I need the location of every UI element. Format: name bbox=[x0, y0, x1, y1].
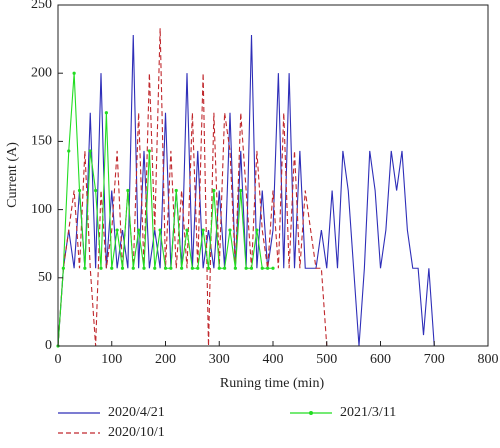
series-marker bbox=[126, 188, 130, 193]
x-tick-label: 400 bbox=[263, 352, 284, 367]
series-marker bbox=[120, 266, 125, 270]
x-tick-label: 300 bbox=[209, 352, 230, 367]
y-tick-label: 150 bbox=[31, 134, 52, 149]
series-marker bbox=[94, 188, 98, 193]
series-marker bbox=[190, 266, 194, 270]
series-marker bbox=[212, 188, 216, 193]
x-tick-label: 200 bbox=[155, 352, 176, 367]
plot-frame bbox=[57, 4, 489, 347]
y-tick-label: 50 bbox=[38, 270, 52, 285]
series-marker bbox=[147, 149, 151, 153]
series-marker bbox=[266, 266, 270, 270]
y-tick-label: 100 bbox=[31, 202, 52, 217]
y-tick-label: 200 bbox=[31, 65, 52, 80]
series-marker bbox=[158, 228, 162, 232]
series-marker bbox=[223, 266, 227, 270]
series-marker bbox=[249, 266, 254, 270]
x-tick-label: 800 bbox=[478, 352, 499, 367]
series-marker bbox=[110, 266, 114, 270]
y-tick-label: 250 bbox=[31, 0, 52, 12]
series-marker bbox=[233, 266, 237, 270]
series-marker bbox=[206, 266, 211, 270]
x-tick-label: 700 bbox=[424, 352, 445, 367]
x-axis-label: Runing time (min) bbox=[220, 376, 325, 391]
legend-marker bbox=[309, 411, 313, 415]
series-marker bbox=[104, 111, 108, 115]
series-marker bbox=[196, 266, 200, 270]
series-marker bbox=[174, 188, 178, 193]
series-marker bbox=[77, 188, 82, 193]
legend-label: 2021/3/11 bbox=[340, 405, 396, 420]
series-marker bbox=[180, 266, 184, 270]
series-marker bbox=[99, 266, 103, 270]
series-marker bbox=[163, 266, 168, 270]
y-tick-label: 0 bbox=[45, 338, 52, 353]
series-marker bbox=[271, 266, 275, 270]
series-marker bbox=[115, 228, 119, 232]
series-marker bbox=[83, 266, 87, 270]
series-marker bbox=[131, 266, 135, 270]
series-marker bbox=[142, 266, 146, 270]
series-marker bbox=[228, 228, 232, 232]
x-tick-label: 500 bbox=[316, 352, 337, 367]
series-marker bbox=[67, 149, 71, 153]
series-marker bbox=[239, 188, 243, 193]
series-marker bbox=[255, 228, 259, 232]
series-marker bbox=[217, 266, 221, 270]
series-marker bbox=[244, 266, 248, 270]
series-marker bbox=[185, 228, 189, 232]
series-marker bbox=[72, 71, 76, 75]
series-marker bbox=[137, 228, 141, 232]
series-marker bbox=[61, 266, 65, 270]
x-tick-label: 100 bbox=[101, 352, 122, 367]
legend-label: 2020/4/21 bbox=[108, 405, 165, 420]
series-marker bbox=[88, 149, 92, 153]
series-marker bbox=[169, 266, 173, 270]
x-tick-label: 0 bbox=[55, 352, 62, 367]
legend-label: 2020/10/1 bbox=[108, 425, 165, 440]
series-marker bbox=[260, 266, 264, 270]
y-axis-label: Current (A) bbox=[5, 142, 20, 208]
x-tick-label: 600 bbox=[370, 352, 391, 367]
series-marker bbox=[153, 266, 157, 270]
series-marker bbox=[201, 228, 205, 232]
